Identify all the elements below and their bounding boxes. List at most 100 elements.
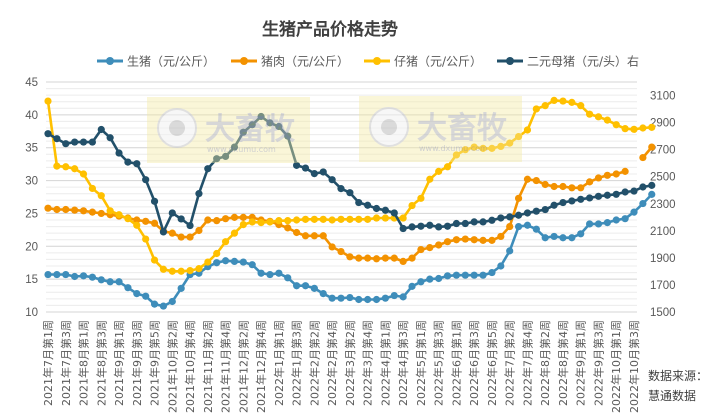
y-left-tick-label: 15 [25,274,38,286]
data-point [71,206,79,214]
data-point [479,236,487,244]
data-point [168,229,176,237]
watermark-text: 大畜牧 [205,112,296,147]
data-point [239,221,247,229]
data-point [293,228,301,237]
series-line [44,143,656,265]
data-point [639,183,647,191]
data-point [310,169,318,178]
data-point [514,132,523,141]
data-point [435,223,443,231]
data-point [408,201,416,210]
data-point [586,110,594,118]
data-point [79,207,88,215]
x-tick-label: 2021年8月第3周 [94,320,108,406]
data-point [390,291,398,300]
data-point [408,282,416,290]
data-point [417,278,425,286]
data-point [168,297,176,306]
data-point [381,214,389,222]
y-right-tick-label: 2500 [650,172,676,184]
data-point [186,267,194,275]
data-point [204,216,212,224]
x-tick-label: 2022年10月第1周 [609,320,623,413]
x-tick-label: 2022年5月第3周 [432,320,446,406]
data-point [88,208,96,216]
data-point [221,215,230,223]
data-point [452,236,461,244]
x-tick-label: 2022年4月第1周 [378,320,392,406]
x-tick-label: 2022年2月第2周 [307,320,321,406]
chart-title: 生猪产品价格走势 [262,19,398,40]
data-point [532,207,540,215]
data-point [221,152,230,161]
data-point [523,175,532,183]
data-point [53,270,61,279]
data-point [594,174,603,182]
data-point [639,153,647,162]
data-point [142,292,150,300]
data-point [559,234,567,242]
data-point [124,158,132,166]
data-point [293,216,301,224]
data-point [88,273,96,281]
data-point [97,209,105,218]
data-point [648,143,656,151]
data-point [514,194,523,202]
data-point [133,221,141,229]
y-right-tick-label: 2100 [650,226,676,238]
y-left-tick-label: 30 [25,176,38,188]
data-point [497,232,505,241]
data-point [621,215,629,223]
data-point [248,218,256,226]
data-point [639,199,647,208]
data-point [301,164,310,172]
x-tick-label: 2021年12月第2周 [236,320,250,413]
data-point [550,182,558,191]
data-point [115,278,123,286]
data-point [204,258,212,266]
data-point [230,257,239,265]
x-tick-label: 2021年10月第4周 [183,320,197,413]
legend-marker [373,57,381,65]
data-point [461,271,469,279]
data-point [612,170,620,178]
data-point [168,267,176,275]
data-point [479,144,487,152]
data-point [159,265,168,273]
watermark-text: 大畜牧 [417,111,508,146]
data-point [186,221,194,230]
legend-label: 仔猪（元/公斤） [394,55,482,69]
data-point [514,222,523,231]
data-point [372,295,381,304]
data-point [506,247,514,255]
x-tick-label: 2022年7月第4周 [520,320,534,406]
data-point [577,230,585,238]
data-point [612,121,620,129]
data-point [426,221,434,229]
data-point [284,217,292,225]
x-tick-label: 2022年7月第2周 [503,320,517,406]
data-point [221,238,230,246]
x-tick-label: 2022年6月第5周 [485,320,499,406]
x-tick-label: 2022年5月第1周 [414,320,428,406]
data-point [62,205,70,214]
data-point [408,254,416,262]
data-point [426,175,434,183]
data-point [79,138,88,146]
x-tick-label: 2022年9月第3周 [591,320,605,406]
data-point [594,113,603,121]
data-point [124,215,132,223]
data-point [301,215,310,223]
data-point [372,204,381,213]
data-point [62,140,70,148]
x-tick-label: 2021年11月第2周 [201,320,215,413]
data-point [630,208,638,216]
data-point [115,211,123,219]
data-point [399,293,407,301]
data-point [559,198,567,207]
data-point [204,165,212,173]
data-point [88,138,96,146]
data-point [355,295,363,304]
data-point [603,191,611,199]
